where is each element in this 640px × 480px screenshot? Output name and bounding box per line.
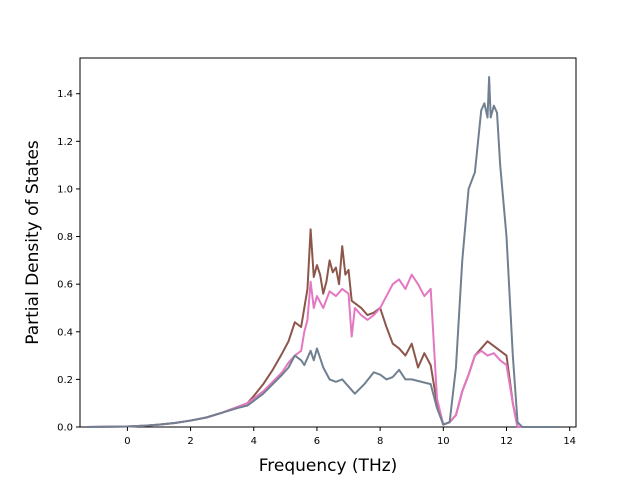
y-tick-label: 1.4 [57, 89, 73, 100]
y-axis-ticks: 0.0 0.2 0.4 0.6 0.8 1.0 1.2 1.4 [57, 89, 80, 434]
y-axis-label: Partial Density of States [23, 140, 43, 345]
y-tick-label: 1.0 [57, 184, 73, 195]
x-tick-label: 0 [124, 436, 130, 447]
series-line-1 [86, 228, 558, 428]
x-tick-label: 6 [314, 436, 320, 447]
y-tick-label: 0.0 [57, 423, 73, 434]
x-tick-label: 12 [500, 436, 513, 447]
y-tick-label: 0.4 [57, 327, 73, 338]
x-axis-ticks: 0 2 4 6 8 10 12 14 [124, 427, 576, 447]
series-layer [86, 76, 558, 428]
plot-area [79, 57, 577, 428]
x-tick-label: 10 [437, 436, 450, 447]
y-tick-label: 0.2 [57, 375, 73, 386]
x-tick-label: 2 [187, 436, 193, 447]
series-line-2 [86, 273, 558, 428]
x-tick-label: 8 [377, 436, 383, 447]
y-tick-label: 0.8 [57, 232, 73, 243]
series-line-3 [86, 76, 558, 428]
x-axis-label: Frequency (THz) [259, 456, 398, 476]
y-tick-label: 1.2 [57, 137, 73, 148]
x-tick-label: 4 [251, 436, 257, 447]
y-tick-label: 0.6 [57, 280, 73, 291]
x-tick-label: 14 [563, 436, 576, 447]
plot-frame [79, 57, 577, 428]
